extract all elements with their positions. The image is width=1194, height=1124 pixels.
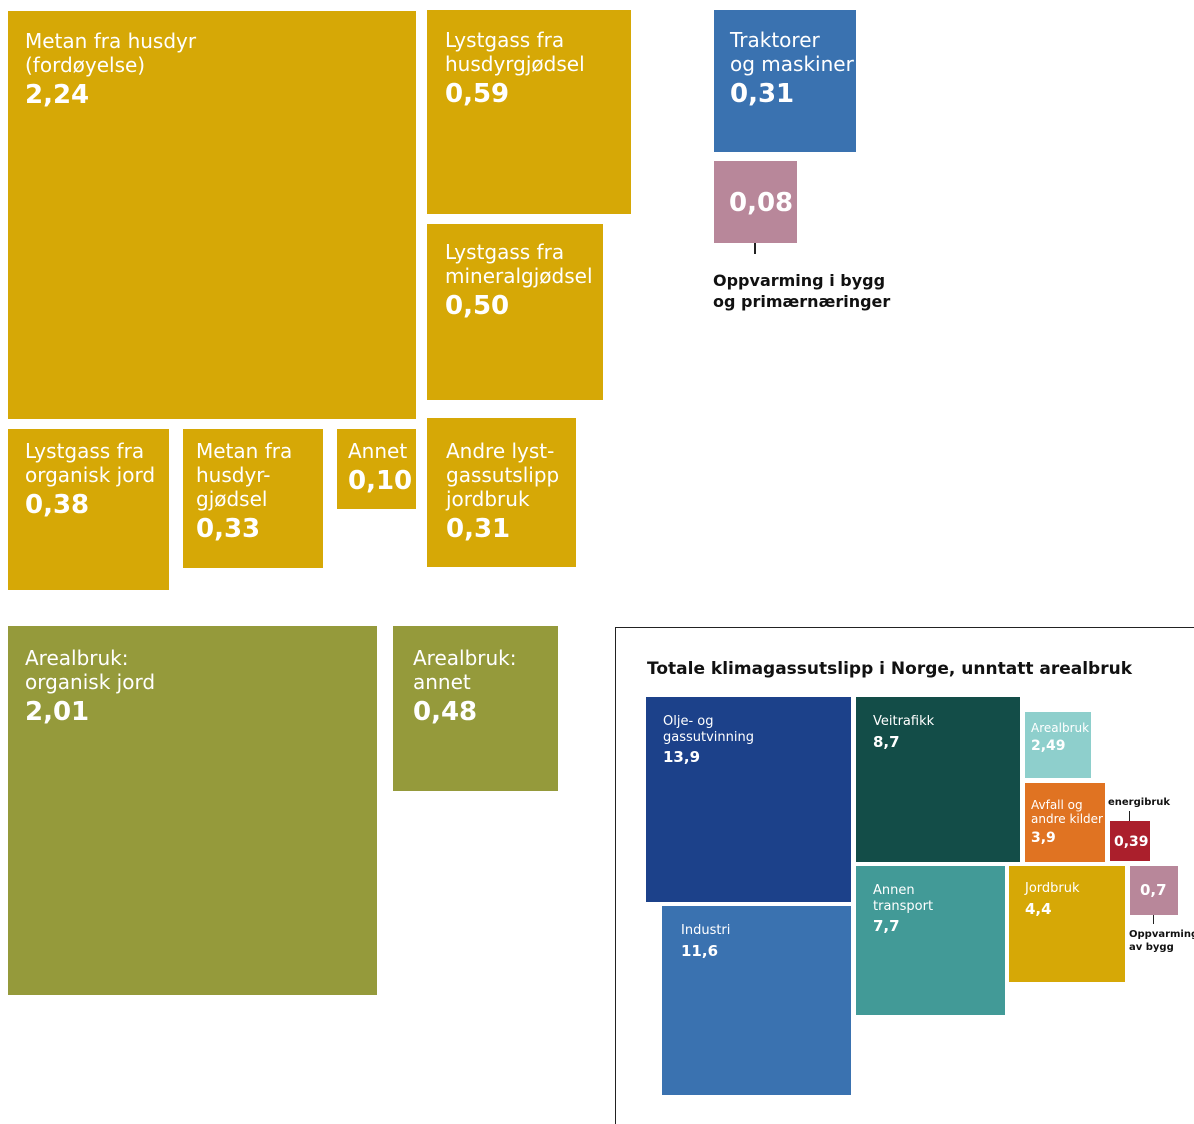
tile: Arealbruk 2,49 [1025, 712, 1091, 778]
tile-label: Arealbruk [1031, 721, 1090, 735]
tile-label: Veitrafikk [873, 714, 935, 729]
tile: Annet 0,10 [337, 429, 416, 509]
tile-label: Andre lyst- [446, 439, 555, 463]
tile: Veitrafikk 8,7 [856, 697, 1020, 862]
inset-title: Totale klimagassutslipp i Norge, unntatt… [647, 659, 1133, 679]
tile-label: mineralgjødsel [445, 264, 593, 288]
tile-label: transport [873, 898, 934, 914]
tile-label: Olje- og [663, 714, 714, 729]
tile-label: husdyrgjødsel [445, 52, 585, 76]
tile-label: organisk jord [25, 670, 156, 694]
tile-label: Industri [681, 923, 731, 938]
tile: 0,08 [714, 161, 797, 243]
energy-label: energibruk [1108, 797, 1171, 808]
tile-label: Avfall og [1031, 798, 1083, 812]
tile-label: Metan fra [196, 439, 293, 463]
tile-label: Metan fra husdyr [25, 29, 197, 53]
connector [754, 238, 756, 254]
tile-value: 0,48 [413, 697, 478, 727]
tile-label: (fordøyelse) [25, 53, 146, 77]
tile: Annen transport 7,7 [856, 866, 1005, 1015]
tile-value: 0,38 [25, 490, 90, 520]
tile-value: 11,6 [681, 941, 719, 960]
tile-label: Jordbruk [1025, 881, 1080, 896]
tile-label: Annen [873, 883, 915, 898]
tile-value: 2,01 [25, 697, 90, 727]
label-line: Oppvarming i bygg [713, 271, 886, 290]
tile: Industri 11,6 [662, 906, 851, 1095]
tile-value: 0,33 [196, 514, 261, 544]
tile-label: andre kilder [1031, 812, 1103, 827]
tile-label: Lystgass fra [25, 439, 145, 463]
tile-value: 8,7 [873, 732, 900, 751]
tile: Lystgass fra mineralgjødsel 0,50 [427, 224, 603, 400]
tile-value: 13,9 [663, 748, 701, 767]
tile: Lystgass fra husdyrgjødsel 0,59 [427, 10, 631, 214]
tile-value: 0,50 [445, 291, 510, 321]
label-line: og primærnæringer [713, 291, 891, 311]
tile-label: annet [413, 670, 471, 694]
tile: Metan fra husdyr (fordøyelse) 2,24 [8, 11, 416, 419]
tile-value: 0,31 [730, 79, 795, 109]
tile-label: Lystgass fra [445, 28, 565, 52]
tile-label: Lystgass fra [445, 240, 565, 264]
tile-label: Traktorer [730, 28, 820, 52]
tile-value: 0,10 [348, 466, 413, 496]
label-line: av bygg [1129, 941, 1174, 953]
tile-label: Arealbruk: [413, 646, 517, 670]
tile: 0,39 [1110, 821, 1150, 861]
tile: Metan fra husdyr-gjødsel 0,33 [183, 429, 323, 568]
inset-heating-label: Oppvarming av bygg [1129, 929, 1194, 954]
tile-label: husdyr- [196, 463, 271, 487]
tile: Lystgass fra organisk jord 0,38 [8, 429, 169, 590]
tile-value: 3,9 [1031, 829, 1056, 846]
tile: 0,7 [1130, 866, 1178, 915]
tile-label: jordbruk [446, 487, 530, 511]
tile: Avfall og andre kilder 3,9 [1025, 783, 1105, 862]
tile-value: 0,39 [1114, 834, 1149, 850]
connector [1129, 811, 1130, 821]
tile: Jordbruk 4,4 [1009, 866, 1125, 982]
tile-label: gassutslipp [446, 463, 560, 487]
tile: Arealbruk: organisk jord 2,01 [8, 626, 377, 995]
tile-label: Annet [348, 439, 408, 463]
tile: Arealbruk: annet 0,48 [393, 626, 558, 791]
tile-value: 0,7 [1140, 881, 1167, 899]
tile-label: Arealbruk: [25, 646, 129, 670]
heating-label: Oppvarming i bygg og primærnæringer [713, 271, 890, 313]
tile-value: 4,4 [1025, 899, 1052, 918]
tile-value: 0,59 [445, 79, 510, 109]
tile: Traktorer og maskiner 0,31 [714, 10, 856, 152]
tile-label: og maskiner [730, 52, 854, 76]
label-line: Oppvarming [1129, 929, 1194, 940]
tile-label: organisk jord [25, 463, 156, 487]
inset-frame [615, 627, 1194, 1124]
connector [1153, 912, 1154, 924]
tile-label: gjødsel [196, 487, 268, 511]
tile-value: 2,24 [25, 80, 90, 110]
tile: Andre lyst-gassutslipp jordbruk 0,31 [427, 418, 576, 567]
tile-value: 2,49 [1031, 738, 1066, 755]
tile: Olje- og gassutvinning 13,9 [646, 697, 851, 902]
tile-value: 0,08 [729, 188, 794, 218]
tile-value: 7,7 [873, 917, 900, 936]
tile-label: gassutvinning [663, 729, 754, 745]
tile-value: 0,31 [446, 514, 511, 544]
